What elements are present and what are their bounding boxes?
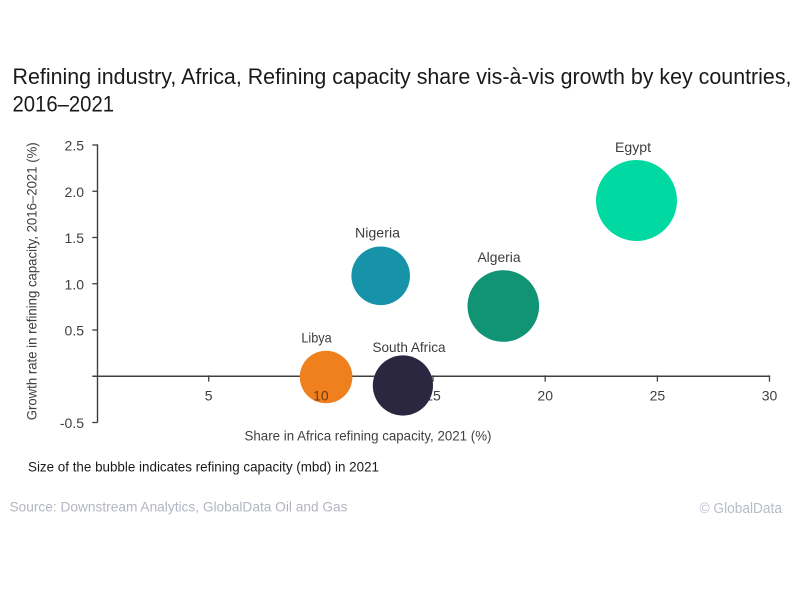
svg-text:5: 5: [205, 388, 213, 404]
svg-text:2016–2021: 2016–2021: [13, 91, 115, 116]
svg-text:Libya: Libya: [301, 330, 331, 346]
svg-text:2.0: 2.0: [65, 184, 85, 200]
svg-text:-0.5: -0.5: [60, 415, 84, 431]
svg-text:Size of the bubble indicates r: Size of the bubble indicates refining ca…: [28, 459, 379, 475]
svg-text:2.5: 2.5: [65, 138, 85, 154]
svg-text:10: 10: [313, 388, 329, 404]
svg-text:Source: Downstream Analytics,: Source: Downstream Analytics, GlobalData…: [10, 499, 348, 515]
svg-text:20: 20: [537, 388, 553, 404]
svg-text:30: 30: [762, 388, 778, 404]
svg-text:© GlobalData: © GlobalData: [700, 500, 783, 517]
svg-text:South Africa: South Africa: [372, 339, 445, 355]
svg-text:Nigeria: Nigeria: [355, 225, 400, 241]
svg-text:1.0: 1.0: [65, 276, 85, 292]
svg-text:0.5: 0.5: [65, 323, 85, 339]
svg-text:Refining industry, Africa, Ref: Refining industry, Africa, Refining capa…: [13, 64, 792, 89]
svg-text:Egypt: Egypt: [615, 139, 651, 155]
svg-text:1.5: 1.5: [65, 230, 85, 246]
svg-text:Share in Africa refining capac: Share in Africa refining capacity, 2021 …: [245, 427, 492, 443]
svg-text:Algeria: Algeria: [477, 249, 520, 265]
svg-text:25: 25: [650, 388, 666, 404]
svg-text:Growth rate in refining capaci: Growth rate in refining capacity, 2016–2…: [24, 142, 40, 420]
